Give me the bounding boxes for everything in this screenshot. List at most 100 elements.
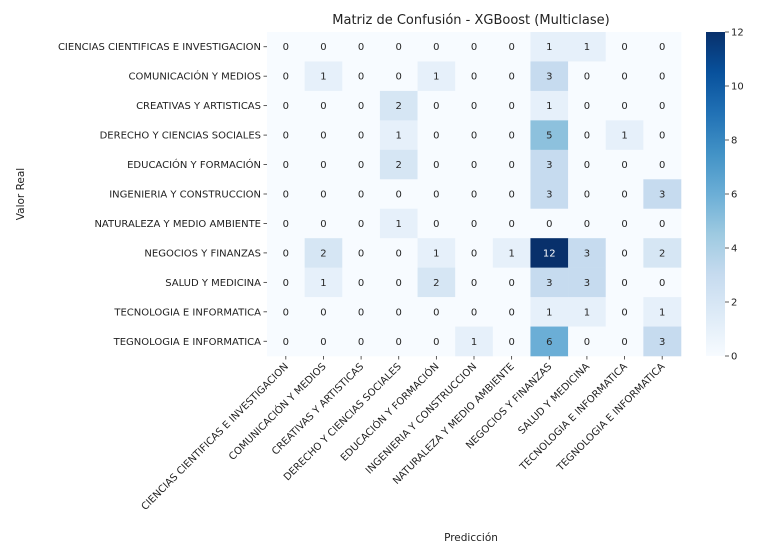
cell-value-label: 0 — [621, 248, 627, 259]
heatmap-cell — [530, 61, 569, 92]
cell-value-label: 0 — [283, 42, 289, 53]
cell-value-label: 0 — [471, 307, 477, 318]
heatmap-cell — [417, 120, 456, 151]
heatmap-cell — [643, 267, 682, 298]
cell-value-label: 1 — [546, 307, 552, 318]
cell-value-label: 0 — [621, 101, 627, 112]
heatmap-cell — [568, 61, 607, 92]
heatmap-cell — [417, 208, 456, 239]
cell-value-label: 3 — [546, 190, 552, 201]
heatmap-cell — [643, 179, 682, 210]
heatmap-cell — [605, 238, 644, 268]
cell-value-label: 0 — [358, 337, 364, 348]
cell-value-label: 3 — [584, 248, 590, 259]
heatmap-cell — [304, 32, 343, 62]
cell-value-label: 0 — [471, 72, 477, 83]
heatmap-cell — [304, 267, 343, 298]
heatmap-cell — [455, 90, 494, 121]
cell-value-label: 1 — [433, 248, 439, 259]
heatmap-cell — [267, 208, 305, 239]
heatmap-cell — [643, 90, 682, 121]
cell-value-label: 0 — [320, 160, 326, 171]
cell-value-label: 0 — [320, 42, 326, 53]
heatmap-cell — [530, 120, 569, 151]
heatmap-cell — [643, 61, 682, 92]
cell-value-label: 0 — [320, 219, 326, 230]
cell-value-label: 0 — [471, 219, 477, 230]
cell-value-label: 0 — [471, 160, 477, 171]
heatmap-cell — [267, 149, 305, 180]
cell-value-label: 0 — [320, 307, 326, 318]
heatmap-cell — [492, 90, 531, 121]
cell-value-label: 0 — [283, 219, 289, 230]
cell-value-label: 3 — [659, 190, 665, 201]
heatmap-cell — [643, 120, 682, 151]
heatmap-cell — [530, 326, 569, 357]
cell-value-label: 0 — [283, 337, 289, 348]
heatmap-cell — [379, 32, 418, 62]
colorbar-tick-label: 2 — [731, 298, 737, 309]
cell-value-label: 0 — [621, 42, 627, 53]
heatmap-cell — [304, 90, 343, 121]
cell-value-label: 0 — [358, 307, 364, 318]
heatmap-cell — [530, 32, 569, 62]
heatmap-cell — [455, 238, 494, 268]
cell-value-label: 0 — [283, 307, 289, 318]
cell-value-label: 0 — [396, 278, 402, 289]
heatmap-cell — [530, 149, 569, 180]
heatmap-cell — [267, 179, 305, 210]
heatmap-cell — [568, 120, 607, 151]
heatmap-cell — [379, 297, 418, 327]
heatmap-cell — [605, 61, 644, 92]
cell-value-label: 2 — [659, 248, 665, 259]
heatmap-cell — [605, 297, 644, 327]
cell-value-label: 0 — [396, 337, 402, 348]
cell-value-label: 0 — [358, 72, 364, 83]
cell-value-label: 3 — [546, 278, 552, 289]
row-tick-label: EDUCACIÓN Y FORMACIÓN — [127, 158, 261, 171]
heatmap-cell — [568, 149, 607, 180]
heatmap-cell — [530, 297, 569, 327]
cell-value-label: 0 — [320, 337, 326, 348]
chart-title: Matriz de Confusión - XGBoost (Multiclas… — [332, 13, 609, 28]
cell-value-label: 0 — [283, 160, 289, 171]
heatmap-cell — [417, 179, 456, 210]
cell-value-label: 0 — [508, 131, 514, 142]
heatmap-cell — [455, 179, 494, 210]
heatmap-cell — [455, 120, 494, 151]
cell-value-label: 0 — [584, 160, 590, 171]
cell-value-label: 0 — [621, 190, 627, 201]
cell-value-label: 0 — [396, 307, 402, 318]
cell-value-label: 0 — [508, 42, 514, 53]
heatmap-cell — [455, 297, 494, 327]
heatmap-cell — [605, 179, 644, 210]
heatmap-cell — [530, 90, 569, 121]
heatmap-cell — [304, 120, 343, 151]
cell-value-label: 0 — [621, 219, 627, 230]
cell-value-label: 0 — [320, 190, 326, 201]
heatmap-cell — [267, 120, 305, 151]
cell-value-label: 3 — [584, 278, 590, 289]
heatmap-cell — [379, 90, 418, 121]
heatmap-cell — [417, 90, 456, 121]
heatmap-cell — [455, 326, 494, 357]
cell-value-label: 0 — [358, 219, 364, 230]
cell-value-label: 1 — [659, 307, 665, 318]
heatmap-cell — [342, 208, 381, 239]
heatmap-cell — [304, 61, 343, 92]
heatmap-cell — [379, 238, 418, 268]
cell-value-label: 0 — [471, 101, 477, 112]
colorbar-tick-label: 12 — [731, 28, 744, 39]
heatmap-cell — [417, 238, 456, 268]
heatmap-cell — [304, 208, 343, 239]
heatmap-cell — [605, 267, 644, 298]
heatmap-cell — [568, 326, 607, 357]
heatmap-cell — [379, 326, 418, 357]
heatmap-cell — [267, 297, 305, 327]
cell-value-label: 0 — [621, 307, 627, 318]
cell-value-label: 0 — [508, 219, 514, 230]
heatmap-cell — [643, 149, 682, 180]
cell-value-label: 0 — [396, 72, 402, 83]
cell-value-label: 0 — [433, 307, 439, 318]
cell-value-label: 1 — [433, 72, 439, 83]
